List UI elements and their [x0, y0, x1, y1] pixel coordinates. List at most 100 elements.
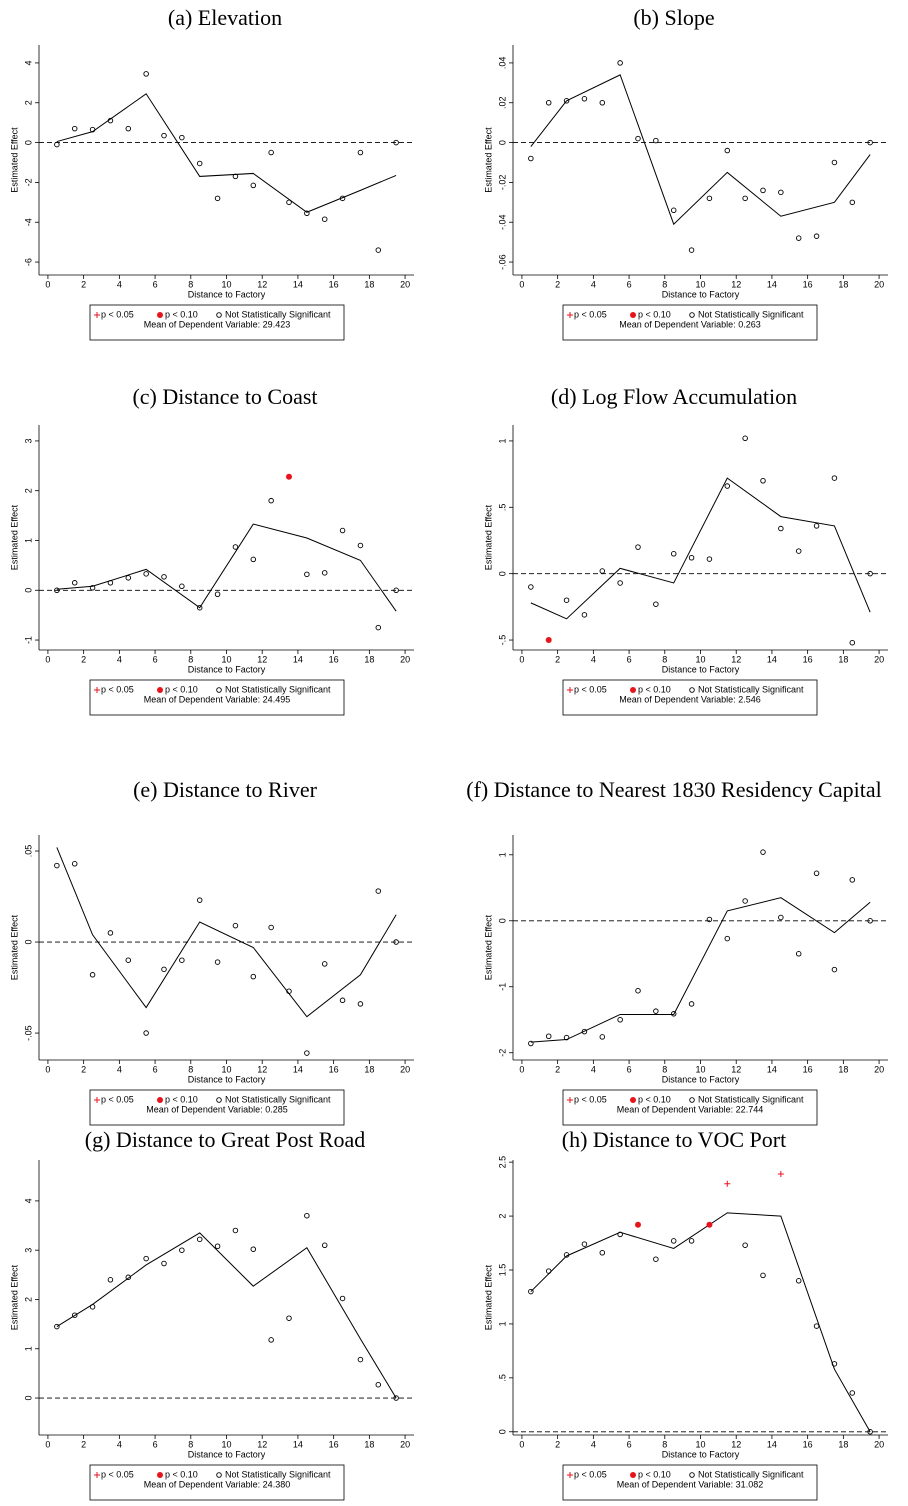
y-tick-label: -4	[23, 218, 33, 226]
point	[545, 637, 552, 644]
point	[250, 556, 257, 563]
y-tick-label: -2	[23, 178, 33, 186]
point	[107, 930, 114, 936]
point	[286, 199, 292, 206]
x-tick-label: 16	[803, 654, 813, 664]
x-tick-label: 6	[627, 279, 632, 289]
point	[54, 587, 60, 594]
point	[54, 1323, 60, 1330]
point	[143, 1030, 149, 1036]
x-tick-label: 4	[591, 1439, 596, 1449]
point	[653, 1256, 659, 1262]
legend-marker	[630, 687, 636, 693]
legend-label: p < 0.10	[165, 309, 198, 319]
legend-label: p < 0.10	[638, 309, 671, 319]
y-tick-label: 0	[23, 140, 33, 145]
legend-note: Mean of Dependent Variable: 22.744	[617, 1104, 763, 1114]
x-tick-label: 4	[591, 654, 596, 664]
point	[179, 134, 185, 141]
legend-label: p < 0.05	[101, 1094, 134, 1104]
legend-marker	[216, 1097, 222, 1103]
legend-box	[562, 679, 818, 716]
x-tick-label: 4	[591, 279, 596, 289]
point	[867, 1429, 873, 1435]
fitted-line	[56, 847, 397, 1018]
legend-label: Not Statistically Significant	[225, 1094, 331, 1104]
point	[813, 233, 820, 239]
y-tick-label: 2	[23, 100, 33, 105]
point	[321, 216, 328, 222]
x-tick-label: 6	[153, 654, 158, 664]
x-tick-label: 8	[662, 654, 667, 664]
point	[724, 483, 731, 489]
legend-marker	[567, 312, 573, 318]
y-axis-label: Estimated Effect	[483, 127, 493, 193]
panel-title-text: (e) Distance to River	[133, 777, 317, 802]
point	[357, 1356, 364, 1363]
point	[706, 1221, 713, 1228]
y-tick-label: 2	[23, 1297, 33, 1302]
point	[357, 1001, 364, 1007]
point	[125, 575, 132, 581]
legend-box	[89, 304, 345, 341]
y-axis-label: Estimated Effect	[9, 504, 19, 570]
x-tick-label: 0	[45, 1064, 50, 1074]
legend-label: p < 0.05	[101, 309, 134, 319]
x-tick-label: 14	[767, 1439, 777, 1449]
point	[179, 957, 185, 963]
legend-marker	[216, 312, 222, 318]
y-tick-label: -.04	[497, 214, 507, 230]
x-axis-label: Distance to Factory	[188, 664, 266, 674]
point	[760, 478, 766, 484]
point	[250, 1246, 257, 1252]
x-tick-label: 10	[695, 1439, 705, 1449]
x-tick-label: 10	[695, 279, 705, 289]
legend-marker	[157, 687, 163, 693]
panel-title-text: (h) Distance to VOC Port	[561, 1127, 787, 1152]
x-tick-label: 18	[364, 1064, 374, 1074]
x-axis-label: Distance to Factory	[662, 664, 740, 674]
point	[89, 585, 96, 591]
point	[581, 1028, 588, 1035]
point	[268, 1337, 274, 1343]
y-tick-label: -1	[23, 636, 33, 644]
legend-label: p < 0.05	[574, 309, 607, 319]
point	[849, 877, 856, 883]
x-tick-label: 6	[627, 1064, 632, 1074]
legend-note: Mean of Dependent Variable: 24.495	[144, 694, 290, 704]
legend-marker	[216, 1472, 222, 1478]
point	[375, 1381, 382, 1388]
point	[125, 957, 132, 963]
point	[528, 1288, 534, 1295]
x-tick-label: 10	[695, 654, 705, 664]
legend-marker	[630, 1097, 636, 1103]
x-tick-label: 10	[221, 1064, 231, 1074]
point	[867, 139, 873, 146]
y-tick-label: 0	[23, 588, 33, 593]
point	[232, 544, 239, 550]
x-tick-label: 6	[153, 279, 158, 289]
point	[670, 551, 677, 557]
y-axis-label: Estimated Effect	[9, 127, 19, 193]
point	[196, 1236, 203, 1243]
point	[742, 195, 748, 202]
legend-box	[562, 304, 818, 341]
point	[339, 1295, 346, 1302]
x-tick-label: 6	[627, 1439, 632, 1449]
x-axis-label: Distance to Factory	[662, 1074, 740, 1084]
point	[393, 139, 399, 146]
legend-label: Not Statistically Significant	[698, 1469, 804, 1479]
x-tick-label: 12	[257, 654, 267, 664]
legend-marker	[94, 1097, 100, 1103]
point	[232, 922, 239, 929]
panel-title-text: (b) Slope	[633, 5, 715, 30]
y-tick-label: 1	[497, 438, 507, 443]
point	[795, 951, 802, 957]
point	[196, 897, 203, 903]
point	[563, 597, 570, 603]
point	[831, 966, 838, 973]
point	[339, 527, 346, 534]
point	[54, 141, 60, 148]
point	[635, 544, 641, 550]
panel-title: (b) Slope	[440, 0, 908, 54]
